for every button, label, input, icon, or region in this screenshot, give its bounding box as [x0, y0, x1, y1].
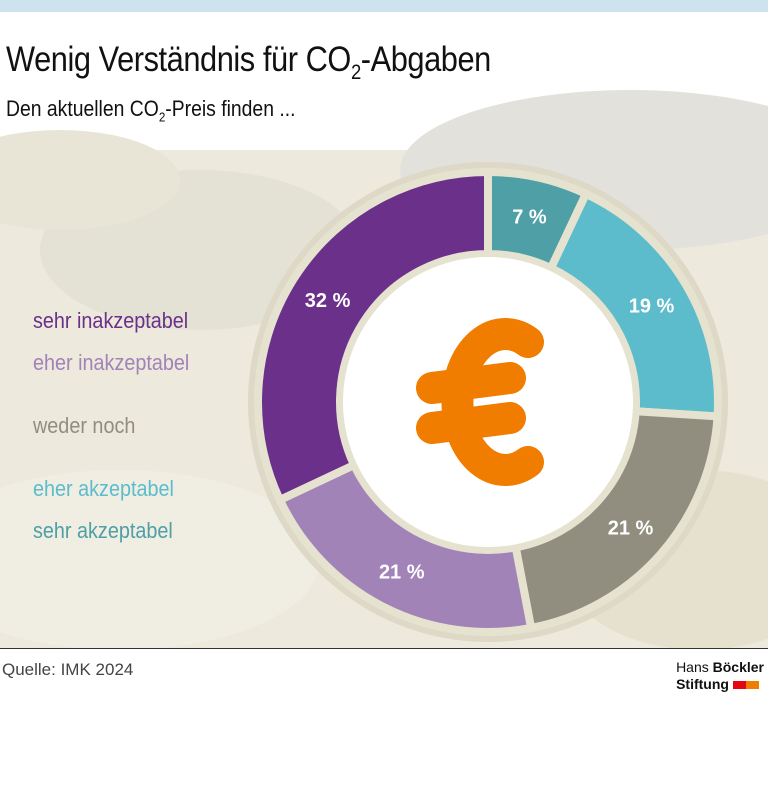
data-label: 21 %	[608, 518, 654, 540]
donut-segment	[274, 459, 536, 636]
donut-center	[343, 257, 633, 547]
donut-segment	[254, 167, 492, 506]
legend-item: sehr inakzeptabel	[33, 308, 189, 333]
legend-item: eher inakzeptabel	[33, 350, 190, 375]
logo: Hans Böckler Stiftung	[676, 659, 764, 692]
legend-item: sehr akzeptabel	[33, 518, 173, 543]
data-label: 21 %	[379, 561, 425, 583]
data-label: 32 %	[305, 290, 351, 312]
chart-subtitle: Den aktuellen CO2-Preis finden ...	[6, 96, 296, 125]
data-label: 19 %	[629, 295, 675, 317]
donut-chart: 7 % 19 % 21 % 21 % 32 %	[248, 162, 728, 642]
legend-item: weder noch	[33, 413, 136, 438]
donut-segment	[511, 407, 722, 633]
chart-title: Wenig Verständnis für CO2-Abgaben	[6, 40, 491, 84]
source: Quelle: IMK 2024	[2, 660, 134, 679]
legend-item: eher akzeptabel	[33, 476, 174, 501]
euro-icon	[416, 318, 544, 486]
top-bar	[0, 0, 768, 12]
divider	[0, 648, 768, 649]
data-label: 7 %	[512, 207, 547, 229]
